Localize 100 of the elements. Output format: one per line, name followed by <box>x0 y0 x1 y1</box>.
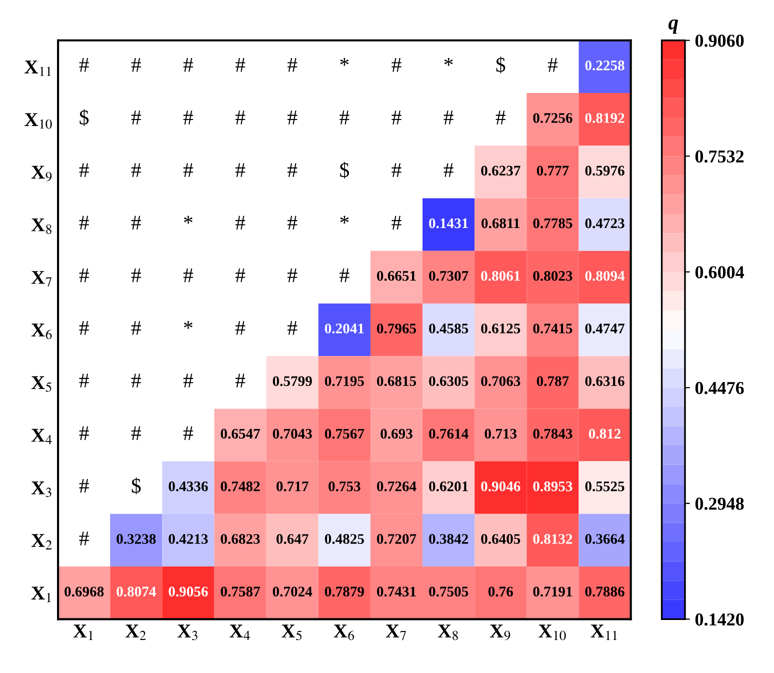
data-label: 0.4825 <box>324 534 364 544</box>
y-tick-label: X$_{6}$ <box>31 324 52 340</box>
data-label: 0.7307 <box>429 270 468 281</box>
text: # <box>340 268 350 282</box>
data-label: 0.7191 <box>533 586 572 597</box>
data-label: 0.3664 <box>585 534 625 544</box>
y-tick-label: X$_{10}$ <box>24 113 52 129</box>
color-bar-title: q <box>668 19 678 34</box>
text: * <box>184 216 192 224</box>
data-label: 0.8061 <box>481 270 520 281</box>
y-tick-label: X$_{8}$ <box>31 218 52 234</box>
y-tick-label: X$_{9}$ <box>31 166 52 182</box>
text: # <box>79 374 89 388</box>
color-bar-label: 0.9060 <box>695 34 744 47</box>
text: # <box>131 163 141 177</box>
text: # <box>288 163 298 177</box>
data-label: 0.8132 <box>533 534 572 544</box>
data-label: 0.7415 <box>533 324 572 334</box>
data-label: 0.7965 <box>377 324 416 334</box>
text: # <box>183 374 194 388</box>
data-label: 0.4213 <box>168 534 208 544</box>
data-label: 0.7587 <box>220 586 260 597</box>
text: # <box>183 58 194 72</box>
text: $ <box>132 478 141 494</box>
text: # <box>235 110 246 124</box>
data-label: 0.7063 <box>481 376 520 386</box>
text: # <box>444 110 454 124</box>
data-label: 0.1431 <box>429 218 468 228</box>
color-bar-label: 0.6004 <box>695 266 744 278</box>
text: # <box>235 216 246 230</box>
text: # <box>183 426 194 440</box>
data-label: 0.7482 <box>220 481 260 492</box>
y-tick-label: X$_{5}$ <box>31 376 52 392</box>
x-tick-label: X$_{1}$ <box>73 624 93 640</box>
text: # <box>392 163 402 177</box>
data-label: 0.8074 <box>116 586 156 597</box>
x-tick-label: X$_{3}$ <box>178 624 198 640</box>
text: # <box>79 478 89 493</box>
text: * <box>184 321 192 329</box>
data-label: 0.6237 <box>481 166 520 176</box>
x-tick-label: X$_{6}$ <box>334 624 354 640</box>
data-label: 0.6651 <box>377 270 416 281</box>
text: # <box>79 58 89 72</box>
data-label: 0.6968 <box>64 586 104 597</box>
data-label: 0.6125 <box>481 324 520 334</box>
data-label: 0.8953 <box>533 481 572 492</box>
data-label: 0.6547 <box>220 428 260 439</box>
data-label: 0.4585 <box>429 324 468 334</box>
text: # <box>131 321 141 335</box>
data-label: 0.693 <box>380 428 412 439</box>
text: # <box>235 163 246 177</box>
data-label: 0.4336 <box>168 481 208 492</box>
data-label: 0.6823 <box>220 534 260 544</box>
text: # <box>79 321 89 335</box>
data-label: 0.6305 <box>429 376 468 386</box>
text: # <box>183 268 194 282</box>
data-label: 0.713 <box>484 428 517 439</box>
data-label: 0.4723 <box>585 218 624 228</box>
data-label: 0.5976 <box>585 166 624 176</box>
data-label: 0.5525 <box>585 481 624 492</box>
data-label: 0.8192 <box>585 113 624 124</box>
data-label: 0.7505 <box>429 586 468 597</box>
text: # <box>79 268 89 282</box>
data-label: 0.7614 <box>429 428 468 439</box>
data-label: 0.2041 <box>324 324 364 334</box>
text: $ <box>80 109 89 126</box>
text: # <box>392 110 402 124</box>
text: # <box>288 268 298 282</box>
text: # <box>340 110 350 124</box>
text: $ <box>496 56 506 74</box>
text: # <box>79 216 89 230</box>
color-bar-label: 0.1420 <box>695 613 744 626</box>
data-label: 0.777 <box>536 166 569 176</box>
text: # <box>548 58 558 72</box>
data-label: 0.4747 <box>585 324 624 334</box>
y-tick-label: X$_{1}$ <box>31 586 51 602</box>
data-label: 0.647 <box>276 534 308 544</box>
data-label: 0.7256 <box>533 113 572 124</box>
data-label: 0.812 <box>588 428 621 439</box>
text: # <box>131 110 141 124</box>
text: # <box>235 374 246 388</box>
text: * <box>444 58 453 66</box>
data-label: 0.6201 <box>429 481 468 492</box>
text: # <box>235 321 246 335</box>
text: # <box>79 426 89 440</box>
color-bar-label: 0.7532 <box>695 150 744 163</box>
data-label: 0.76 <box>488 586 513 597</box>
text: # <box>392 216 402 230</box>
data-label: 0.7195 <box>324 376 364 386</box>
y-tick-label: X$_{2}$ <box>31 534 52 550</box>
x-tick-label: X$_{2}$ <box>125 624 146 640</box>
text: # <box>392 58 402 72</box>
y-tick-label: X$_{7}$ <box>31 271 52 286</box>
data-label: 0.9046 <box>481 481 520 492</box>
text: # <box>131 216 141 230</box>
color-bar-label: 0.4476 <box>695 382 744 394</box>
text: # <box>288 321 298 335</box>
x-tick-label: X$_{11}$ <box>590 624 617 640</box>
data-label: 0.8094 <box>585 270 625 281</box>
data-label: 0.6815 <box>377 376 416 386</box>
